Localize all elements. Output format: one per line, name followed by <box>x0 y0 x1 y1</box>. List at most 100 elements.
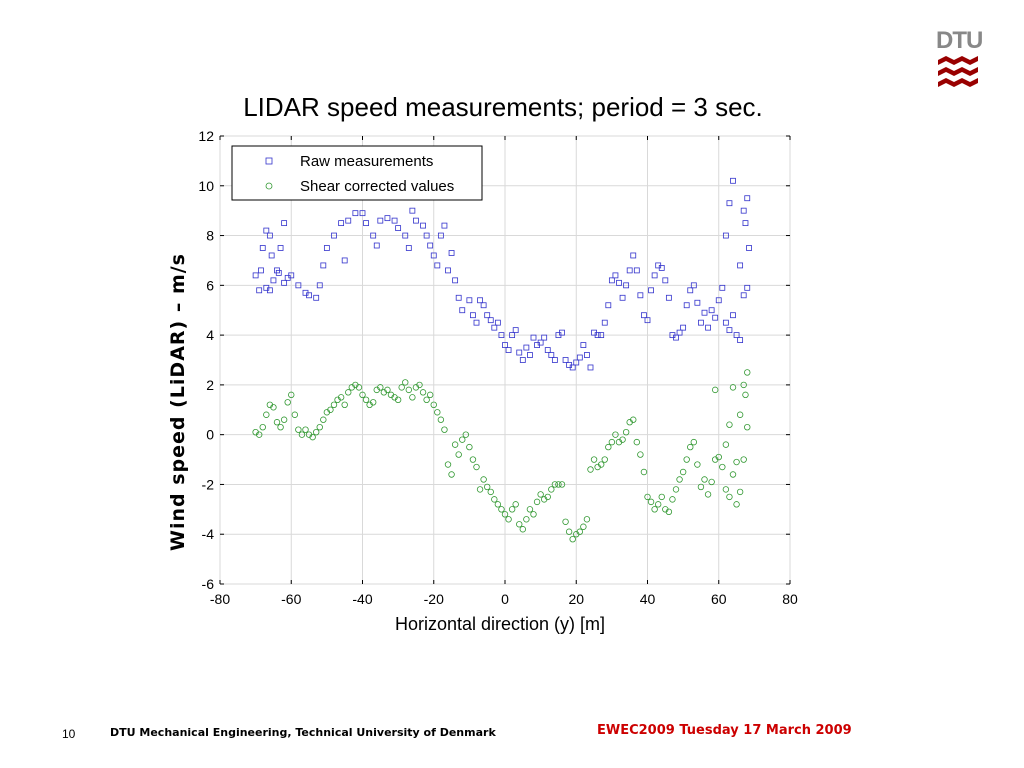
raw-measurement-point <box>281 220 288 227</box>
raw-measurement-point <box>676 329 683 336</box>
shear-corrected-point <box>669 496 676 503</box>
y-tick-label: -6 <box>202 576 215 592</box>
raw-measurement-point <box>384 215 391 222</box>
raw-measurement-point <box>537 339 544 346</box>
shear-corrected-point <box>466 443 473 451</box>
raw-measurement-point <box>512 327 519 334</box>
legend-label: Shear corrected values <box>300 178 454 195</box>
raw-measurement-point <box>487 317 494 324</box>
shear-corrected-point <box>402 379 409 386</box>
shear-corrected-point <box>526 506 534 513</box>
raw-measurement-point <box>740 207 747 214</box>
raw-measurement-point <box>341 257 348 264</box>
y-tick-label: 12 <box>198 128 214 144</box>
shear-corrected-point <box>562 518 569 525</box>
raw-measurement-point <box>434 262 441 269</box>
shear-corrected-point <box>744 424 751 431</box>
shear-corrected-point <box>519 526 527 533</box>
shear-corrected-point <box>448 471 455 478</box>
shear-corrected-point <box>341 401 348 408</box>
chart-title: LIDAR speed measurements; period = 3 sec… <box>243 92 763 122</box>
y-tick-label: -4 <box>202 526 215 542</box>
shear-corrected-point <box>480 476 487 483</box>
raw-measurement-point <box>559 329 565 336</box>
shear-corrected-point <box>345 389 352 396</box>
dtu-logo: DTU <box>936 28 983 94</box>
shear-corrected-point <box>644 493 651 501</box>
raw-measurement-point <box>694 299 701 306</box>
shear-corrected-point <box>483 483 491 491</box>
raw-measurement-point <box>708 307 715 314</box>
shear-corrected-point <box>409 394 416 401</box>
shear-corrected-point <box>555 481 562 488</box>
shear-corrected-point <box>476 486 484 493</box>
y-tick-label: 8 <box>206 228 214 244</box>
raw-measurement-point <box>705 324 711 331</box>
raw-measurement-point <box>313 294 320 301</box>
shear-corrected-point <box>459 436 466 443</box>
shear-corrected-point <box>736 411 744 418</box>
shear-corrected-point <box>715 453 722 461</box>
shear-corrected-point <box>701 476 708 483</box>
shear-corrected-point <box>523 516 530 523</box>
raw-measurement-point <box>268 252 275 259</box>
raw-measurement-point <box>719 284 726 291</box>
y-tick-label: 0 <box>206 427 214 443</box>
raw-measurement-point <box>509 332 516 339</box>
shear-corrected-point <box>708 478 715 486</box>
shear-corrected-point <box>512 501 519 508</box>
shear-corrected-point <box>501 511 509 518</box>
dtu-logo-icon <box>938 56 978 87</box>
shear-corrected-point <box>597 461 605 468</box>
shear-corrected-point <box>302 426 309 433</box>
shear-corrected-point <box>270 404 277 411</box>
raw-measurement-point <box>491 324 498 331</box>
raw-measurement-point <box>680 324 687 331</box>
raw-measurement-point <box>277 245 284 251</box>
shear-corrected-point <box>558 481 566 488</box>
shear-corrected-point <box>355 384 363 391</box>
raw-measurement-point <box>502 342 508 348</box>
raw-measurement-point <box>641 312 647 319</box>
raw-measurement-point <box>648 287 654 294</box>
shear-corrected-point <box>612 431 619 438</box>
raw-measurement-point <box>259 245 266 251</box>
y-tick-label: 2 <box>206 377 214 393</box>
raw-measurement-point <box>430 252 437 259</box>
raw-measurement-point <box>320 262 327 269</box>
raw-measurement-point <box>519 357 526 363</box>
raw-measurement-point <box>530 334 537 341</box>
shear-corrected-point <box>320 416 327 423</box>
raw-measurement-point <box>498 332 505 339</box>
raw-measurement-point <box>742 220 749 227</box>
raw-measurement-point <box>370 232 377 239</box>
raw-measurement-point <box>409 207 416 214</box>
shear-corrected-point <box>619 436 626 443</box>
shear-corrected-point <box>508 506 516 513</box>
shear-corrected-point <box>569 536 576 543</box>
raw-measurement-point <box>405 245 412 251</box>
raw-measurement-point <box>698 319 704 326</box>
raw-measurement-point <box>466 297 473 304</box>
raw-measurement-point <box>712 314 719 321</box>
shear-corrected-point <box>419 389 427 396</box>
page-number: 10 <box>62 727 76 741</box>
raw-measurement-point <box>658 265 665 271</box>
raw-measurement-point <box>363 220 369 227</box>
raw-measurement-point <box>562 357 569 363</box>
x-tick-label: 20 <box>568 591 584 607</box>
raw-measurement-point <box>413 217 419 224</box>
raw-measurement-point <box>633 267 640 274</box>
shear-corrected-point <box>658 493 665 501</box>
raw-measurement-point <box>306 292 312 299</box>
shear-corrected-point <box>576 528 584 535</box>
shear-corrected-point <box>654 501 662 508</box>
shear-corrected-point <box>647 498 655 506</box>
raw-measurement-point <box>598 332 605 339</box>
shear-corrected-point <box>288 391 295 399</box>
x-tick-label: 80 <box>782 591 798 607</box>
legend-marker-square-icon <box>265 157 273 165</box>
raw-measurement-point <box>295 282 302 289</box>
raw-measurement-point <box>516 349 523 356</box>
